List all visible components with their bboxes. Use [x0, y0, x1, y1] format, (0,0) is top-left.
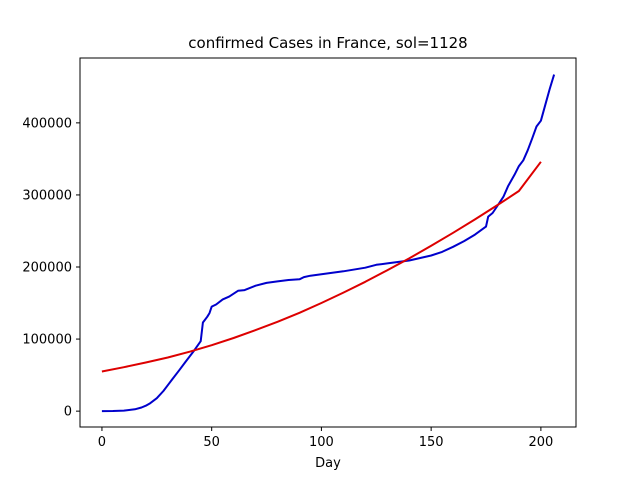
x-axis: 0 50 100 150 200 — [98, 427, 553, 450]
series-line-2 — [101, 161, 542, 373]
y-axis: 0 100000 200000 300000 400000 — [22, 116, 80, 420]
x-axis-label: Day — [315, 456, 341, 471]
y-tick-label: 0 — [64, 405, 72, 420]
y-tick-label: 100000 — [22, 333, 72, 348]
plot-area — [101, 74, 556, 413]
y-tick-label: 300000 — [22, 188, 72, 203]
y-tick-label: 400000 — [22, 116, 72, 131]
series-line-1 — [101, 74, 556, 413]
plot-frame — [79, 57, 577, 428]
chart-title: confirmed Cases in France, sol=1128 — [188, 34, 467, 52]
x-tick-label: 200 — [528, 435, 553, 450]
x-tick-label: 100 — [309, 435, 334, 450]
x-tick-label: 150 — [419, 435, 444, 450]
x-tick-label: 0 — [98, 435, 106, 450]
x-tick-label: 50 — [203, 435, 220, 450]
y-tick-label: 200000 — [22, 261, 72, 276]
